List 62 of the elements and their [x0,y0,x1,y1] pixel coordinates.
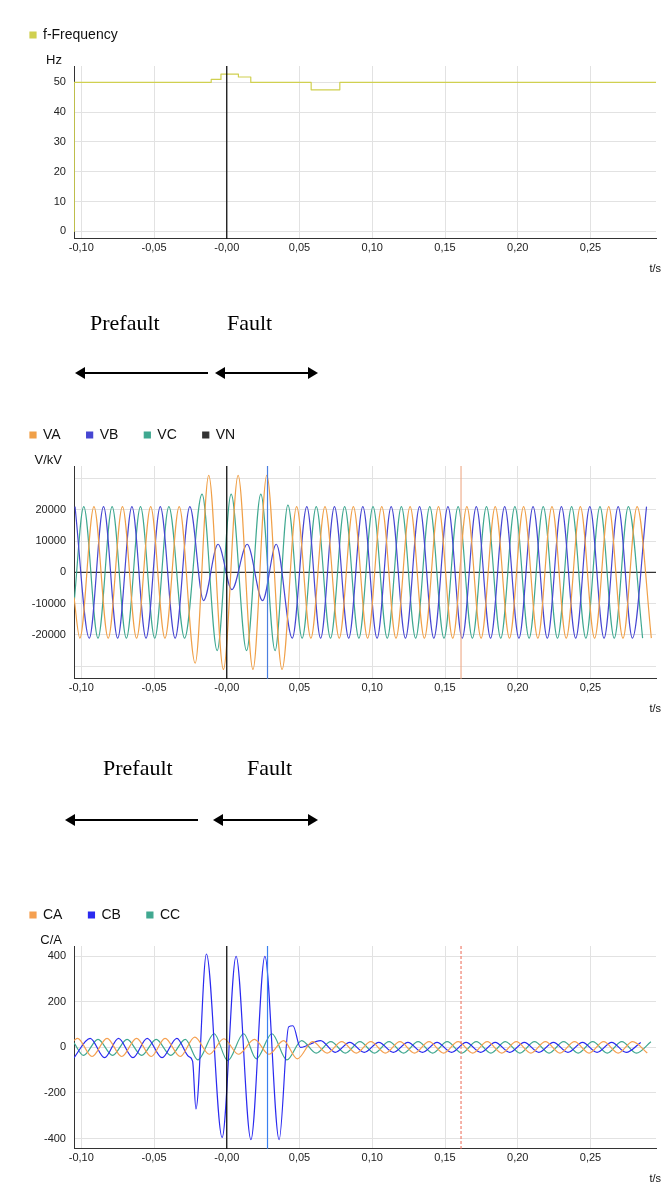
x-tick-label: 0,20 [507,681,529,694]
legend-label: CA [43,905,64,922]
legend-label: CB [101,905,121,922]
y-tick-label: 0 [59,224,66,237]
text: Prefault [103,755,173,781]
y-axis-title: V/kV [34,451,63,467]
x-tick-label: 0,05 [288,1151,311,1164]
x-tick-label: -0,00 [214,681,240,694]
y-tick-label: 10 [53,194,66,207]
y-tick-label: 200 [47,994,66,1007]
x-tick-label: 0,10 [361,1151,383,1164]
x-axis-title: t/s [649,261,662,274]
y-tick-label: -10000 [31,596,66,609]
x-tick-label: -0,05 [141,681,167,694]
x-tick-label: 0,15 [434,241,456,254]
y-tick-label: 20000 [35,502,66,515]
text: Fault [227,310,273,336]
line-series [74,953,642,1141]
x-tick-label: 0,15 [434,1151,456,1164]
x-tick-label: 0,20 [507,241,529,254]
x-tick-label: 0,05 [288,681,311,694]
y-tick-label: -200 [43,1086,66,1098]
x-tick-label: 0,15 [434,681,456,694]
x-axis-title: t/s [649,1171,662,1184]
y-tick-label: 0 [59,565,66,578]
y-tick-label: -400 [43,1131,66,1144]
x-tick-label: -0,05 [141,241,167,254]
line-series [74,506,648,639]
y-tick-label: 400 [47,949,66,962]
y-axis-title: C/A [40,931,63,947]
x-tick-label: -0,05 [141,1151,167,1164]
x-tick-label: 0,25 [579,1151,602,1164]
x-tick-label: 0,10 [361,681,383,694]
x-tick-label: 0,25 [579,241,602,254]
text: Fault [247,755,293,781]
x-tick-label: -0,10 [68,681,94,694]
y-tick-label: 20 [53,164,66,177]
legend-label: VB [99,425,119,442]
x-tick-label: -0,00 [214,241,240,254]
y-tick-label: 10000 [35,534,66,547]
y-tick-label: 50 [53,75,66,88]
x-tick-label: -0,00 [214,1151,240,1164]
legend-label: CC [159,905,181,922]
legend-label: VC [157,425,177,442]
y-tick-label: 40 [53,105,66,118]
line-series [74,474,652,671]
y-axis-title: Hz [46,51,62,67]
x-tick-label: 0,10 [361,241,383,254]
x-tick-label: -0,10 [68,1151,94,1164]
legend-label: f-Frequency [43,25,118,42]
y-tick-label: -20000 [31,628,66,641]
x-tick-label: -0,10 [68,241,94,254]
x-tick-label: 0,20 [507,1151,529,1164]
legend-label: VA [43,425,62,442]
y-tick-label: 0 [59,1040,66,1053]
legend-label: VN [215,425,236,442]
x-axis-title: t/s [649,701,662,714]
line-series [74,493,644,652]
text: Prefault [90,310,160,336]
x-tick-label: 0,25 [579,681,602,694]
y-tick-label: 30 [53,135,66,147]
x-tick-label: 0,05 [288,241,311,254]
